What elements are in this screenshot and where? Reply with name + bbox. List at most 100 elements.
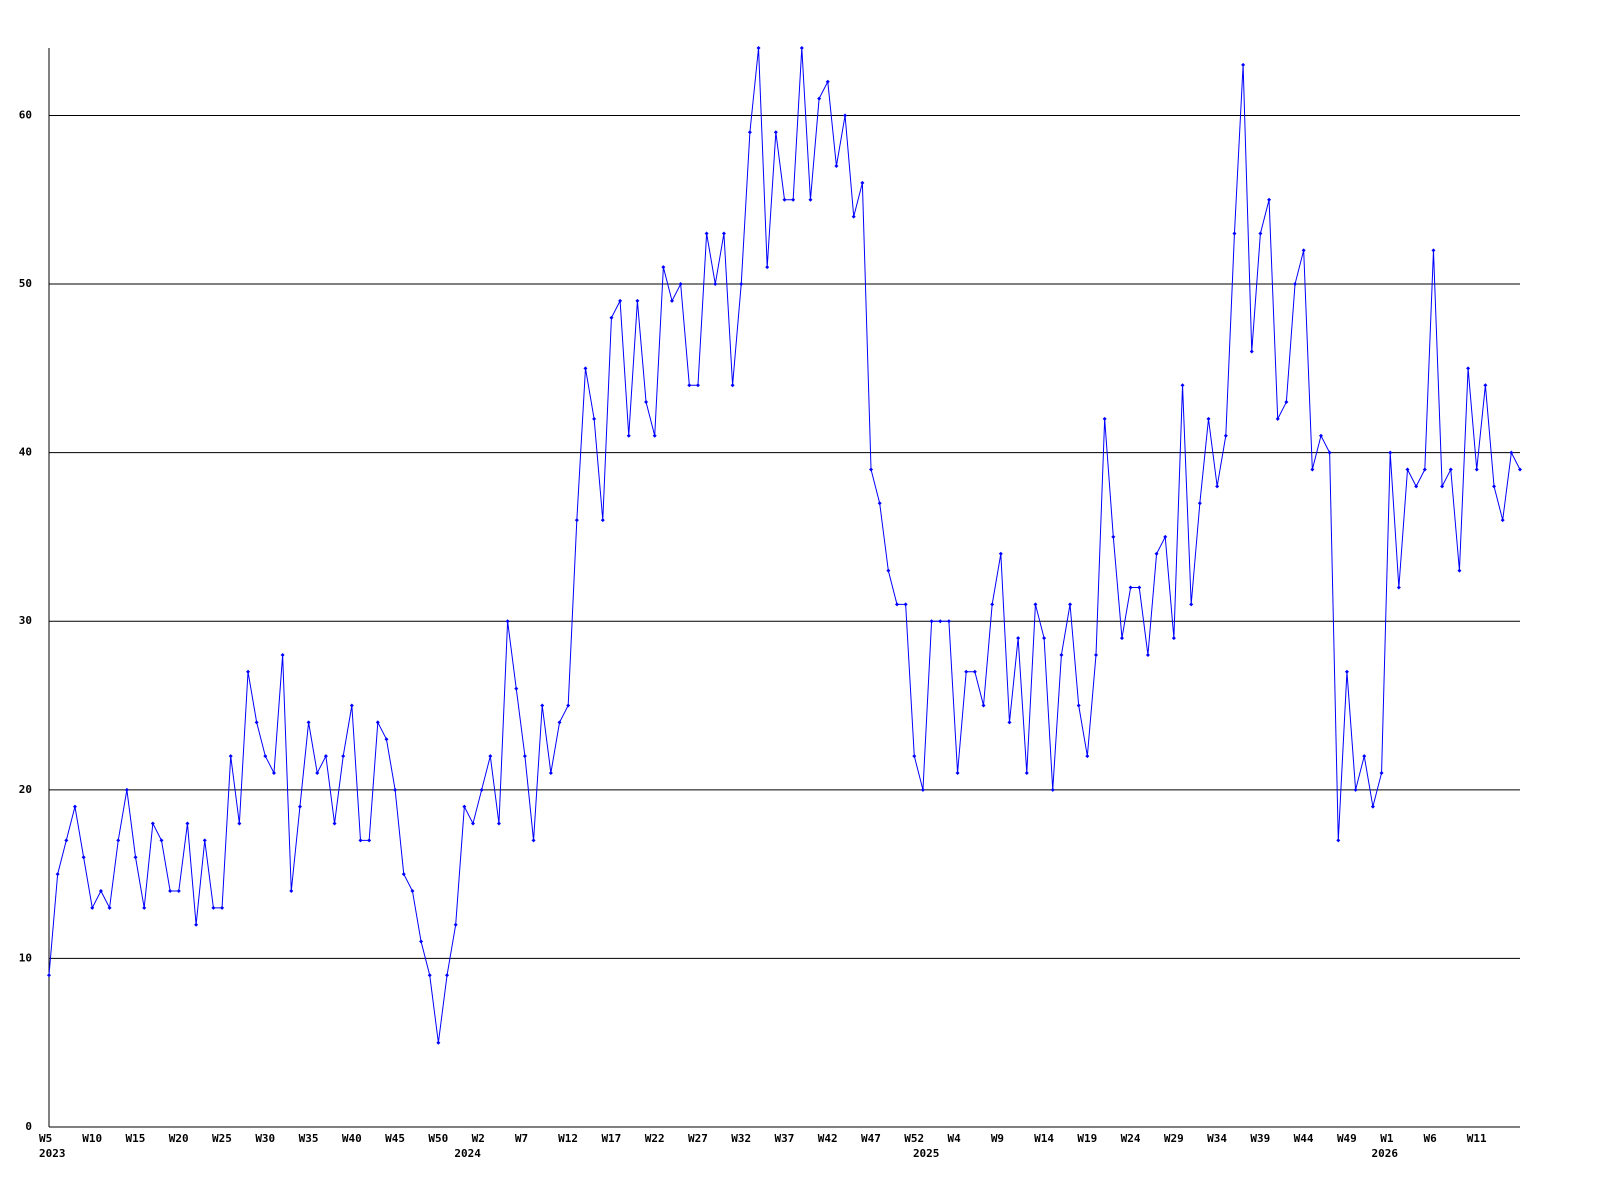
data-point [713, 282, 718, 287]
data-point [920, 787, 925, 792]
x-year-label: 2023 [39, 1147, 66, 1160]
data-point [427, 973, 432, 978]
data-point [540, 703, 545, 708]
x-tick-label: W4 [948, 1132, 962, 1145]
data-point [375, 720, 380, 725]
data-point [159, 838, 164, 843]
data-point [280, 652, 285, 657]
data-point [834, 164, 839, 169]
data-point [1518, 467, 1522, 472]
data-point [1422, 467, 1427, 472]
data-point [1094, 652, 1099, 657]
data-point [445, 973, 450, 978]
data-point [843, 113, 848, 118]
data-point [1414, 484, 1419, 489]
data-point [505, 619, 510, 624]
x-tick-label: W10 [82, 1132, 102, 1145]
data-point [739, 282, 744, 287]
data-point [557, 720, 562, 725]
data-point [531, 838, 536, 843]
x-tick-label: W1 [1380, 1132, 1394, 1145]
x-tick-label: W45 [385, 1132, 405, 1145]
data-point [1509, 450, 1514, 455]
data-point [462, 804, 467, 809]
data-point [410, 888, 415, 893]
x-tick-label: W22 [645, 1132, 665, 1145]
data-point [1163, 534, 1168, 539]
data-point [548, 770, 553, 775]
data-point [384, 737, 389, 742]
data-point [1024, 770, 1029, 775]
y-tick-label: 40 [19, 446, 32, 459]
data-point [1171, 636, 1176, 641]
data-point [133, 855, 138, 860]
data-point [367, 838, 372, 843]
data-point [72, 804, 77, 809]
data-point [1466, 366, 1471, 371]
data-point [263, 754, 268, 759]
data-point [176, 888, 181, 893]
data-point [1215, 484, 1220, 489]
data-point [453, 922, 458, 927]
data-point [470, 821, 475, 826]
data-point [358, 838, 363, 843]
data-point [211, 905, 216, 910]
data-point [315, 770, 320, 775]
x-tick-label: W17 [601, 1132, 621, 1145]
x-tick-label: W34 [1207, 1132, 1227, 1145]
data-point [574, 518, 579, 523]
data-point [1076, 703, 1081, 708]
data-point [964, 669, 969, 674]
data-point [1405, 467, 1410, 472]
x-tick-label: W40 [342, 1132, 362, 1145]
data-point [98, 888, 103, 893]
data-point [202, 838, 207, 843]
x-tick-label: W52 [904, 1132, 924, 1145]
y-tick-label: 0 [25, 1120, 32, 1133]
data-point [972, 669, 977, 674]
data-point [479, 787, 484, 792]
data-point [1492, 484, 1497, 489]
data-point [1396, 585, 1401, 590]
data-point [782, 197, 787, 202]
data-point [1249, 349, 1254, 354]
data-point [652, 433, 657, 438]
data-point [393, 787, 398, 792]
data-point [1119, 636, 1124, 641]
x-tick-label: W2 [472, 1132, 485, 1145]
data-point [488, 754, 493, 759]
data-point [869, 467, 874, 472]
x-tick-label: W27 [688, 1132, 708, 1145]
data-point [289, 888, 294, 893]
data-point [687, 383, 692, 388]
data-point [185, 821, 190, 826]
data-point [90, 905, 95, 910]
data-point [583, 366, 588, 371]
data-point [609, 315, 614, 320]
data-point [1500, 518, 1505, 523]
x-tick-label: W44 [1294, 1132, 1314, 1145]
data-point [1318, 433, 1323, 438]
data-point [237, 821, 242, 826]
x-tick-label: W50 [428, 1132, 448, 1145]
x-tick-label: W49 [1337, 1132, 1357, 1145]
data-point [929, 619, 934, 624]
data-point [981, 703, 986, 708]
data-point [1440, 484, 1445, 489]
x-tick-label: W20 [169, 1132, 189, 1145]
x-year-label: 2024 [454, 1147, 481, 1160]
data-point [990, 602, 995, 607]
data-point [1180, 383, 1185, 388]
data-point [886, 568, 891, 573]
data-point [107, 905, 112, 910]
data-point [297, 804, 302, 809]
data-point [341, 754, 346, 759]
data-point [332, 821, 337, 826]
data-point [47, 973, 51, 978]
data-point [1050, 787, 1055, 792]
data-point [747, 130, 752, 135]
data-point [894, 602, 899, 607]
data-point [566, 703, 571, 708]
data-point [246, 669, 251, 674]
data-point [64, 838, 69, 843]
